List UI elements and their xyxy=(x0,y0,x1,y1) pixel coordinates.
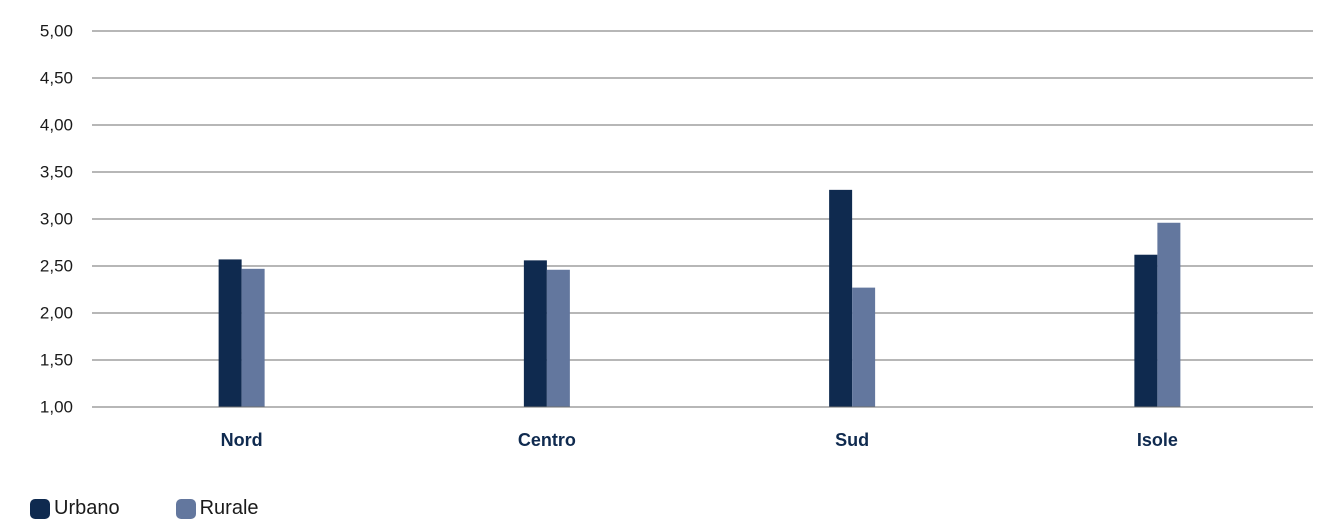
y-tick-label: 4,50 xyxy=(40,68,73,87)
y-tick-label: 1,00 xyxy=(40,397,73,416)
x-category-label-isole: Isole xyxy=(1137,430,1178,450)
y-tick-label: 2,50 xyxy=(40,256,73,275)
x-category-label-centro: Centro xyxy=(518,430,576,450)
legend-item-rurale: Rurale xyxy=(175,497,259,520)
y-tick-label: 3,50 xyxy=(40,162,73,181)
y-tick-label: 4,00 xyxy=(40,115,73,134)
bar-rurale-centro xyxy=(546,269,570,407)
y-axis-tick-labels: 1,00 1,50 2,00 2,50 3,00 3,50 4,00 4,50 5,00 xyxy=(40,21,73,416)
bars xyxy=(92,189,1313,408)
y-tick-label: 5,00 xyxy=(40,21,73,40)
y-tick-label: 3,00 xyxy=(40,209,73,228)
legend-label-urbano: Urbano xyxy=(54,497,120,519)
bar-rurale-sud xyxy=(852,287,876,407)
legend-swatch-rurale xyxy=(175,498,196,519)
gridlines xyxy=(92,30,1313,408)
bar-urbano-centro xyxy=(523,260,547,407)
bar-urbano-isole xyxy=(1134,254,1158,407)
legend-item-urbano: Urbano xyxy=(30,497,120,520)
y-tick-label: 1,50 xyxy=(40,350,73,369)
legend: Urbano Rurale xyxy=(30,497,315,520)
x-category-label-sud: Sud xyxy=(835,430,869,450)
legend-label-rurale: Rurale xyxy=(199,497,259,519)
bar-urbano-nord xyxy=(218,259,242,407)
bar-urbano-sud xyxy=(829,189,853,407)
y-tick-label: 2,00 xyxy=(40,303,73,322)
bar-rurale-isole xyxy=(1157,222,1181,407)
bar-rurale-nord xyxy=(241,268,265,407)
x-category-label-nord: Nord xyxy=(221,430,263,450)
legend-swatch-urbano xyxy=(30,498,50,519)
x-axis-category-labels: Nord Centro Sud Isole xyxy=(221,430,1178,450)
